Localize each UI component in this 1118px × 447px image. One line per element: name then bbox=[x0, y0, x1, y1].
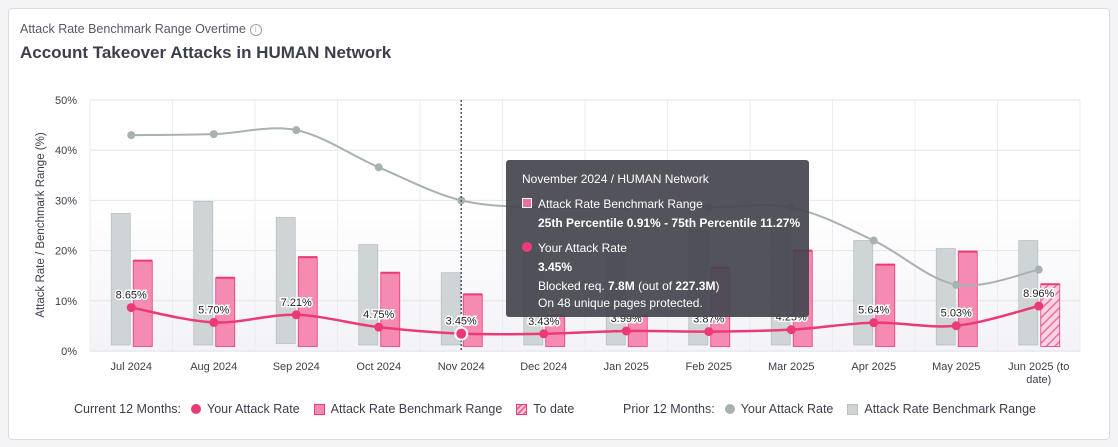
prior-attack-rate-point bbox=[127, 131, 136, 140]
current-range-bar bbox=[132, 260, 153, 347]
legend-prior-range[interactable]: Attack Rate Benchmark Range bbox=[864, 402, 1036, 416]
current-attack-rate-line bbox=[131, 304, 1040, 336]
info-icon[interactable]: i bbox=[249, 24, 262, 36]
x-tick-label: Aug 2024 bbox=[190, 361, 237, 373]
chart-tooltip: November 2024 / HUMAN Network Attack Rat… bbox=[506, 160, 809, 317]
tooltip-rate-value: 3.45% bbox=[538, 260, 573, 274]
prior-attack-rate-point bbox=[209, 130, 218, 139]
legend-prior: Prior 12 Months: Your Attack Rate Attack… bbox=[623, 402, 1036, 416]
prior-range-bar bbox=[193, 201, 214, 346]
prior-attack-rate-point bbox=[374, 163, 383, 172]
y-tick-label: 40% bbox=[55, 145, 77, 157]
x-tick-label: Apr 2025 bbox=[851, 361, 896, 373]
tooltip-blocked-value: 7.8M bbox=[608, 279, 635, 293]
current-attack-rate-data-label: 7.21% bbox=[281, 297, 312, 309]
current-attack-rate-data-label: 3.43% bbox=[528, 316, 559, 328]
x-tick-label: Jan 2025 bbox=[604, 361, 649, 373]
legend-current-range-swatch bbox=[313, 403, 325, 415]
current-attack-rate-data-label: 5.03% bbox=[941, 308, 972, 320]
x-tick-label: May 2025 bbox=[932, 361, 980, 373]
current-attack-rate-data-label: 3.45% bbox=[446, 316, 477, 328]
prior-range-bar bbox=[110, 213, 131, 346]
current-attack-rate-data-label: 5.64% bbox=[858, 305, 889, 317]
current-attack-rate-point bbox=[209, 317, 219, 327]
legend-current: Current 12 Months: Your Attack Rate Atta… bbox=[74, 402, 574, 416]
current-attack-rate-point bbox=[704, 327, 714, 337]
current-attack-rate-point bbox=[374, 322, 384, 332]
x-tick-label: Dec 2024 bbox=[520, 361, 567, 373]
current-range-bar bbox=[957, 251, 978, 347]
legend-current-range[interactable]: Attack Rate Benchmark Range bbox=[330, 402, 503, 416]
prior-attack-rate-point bbox=[292, 126, 301, 135]
prior-range-bar bbox=[275, 217, 296, 344]
x-tick-label: Feb 2025 bbox=[686, 361, 732, 373]
tooltip-blocked-prefix: Blocked req. bbox=[538, 279, 609, 293]
current-attack-rate-data-label: 4.75% bbox=[363, 309, 394, 321]
chart-subtitle-text: Attack Rate Benchmark Range Overtime bbox=[20, 22, 246, 36]
y-tick-label: 30% bbox=[55, 195, 77, 207]
x-tick-label: Mar 2025 bbox=[768, 361, 814, 373]
y-tick-label: 10% bbox=[55, 296, 77, 308]
current-attack-rate-point bbox=[1034, 301, 1044, 311]
chart-subtitle: Attack Rate Benchmark Range Overtime i bbox=[20, 22, 262, 36]
tooltip-blocked-mid: (out of bbox=[634, 279, 676, 293]
current-attack-rate-point bbox=[951, 321, 961, 331]
legend-prior-rate-dot bbox=[724, 404, 735, 414]
prior-attack-rate-point bbox=[869, 236, 878, 245]
chart-title: Account Takeover Attacks in HUMAN Networ… bbox=[20, 43, 392, 62]
tooltip-pages: On 48 unique pages protected. bbox=[538, 296, 703, 310]
legend-to-date-swatch bbox=[516, 403, 528, 415]
y-tick-label: 50% bbox=[55, 95, 77, 107]
current-attack-rate-data-label: 8.96% bbox=[1023, 288, 1054, 300]
legend-current-rate-dot bbox=[191, 404, 201, 414]
current-attack-rate-point bbox=[126, 303, 136, 313]
current-attack-rate-point bbox=[786, 325, 796, 335]
y-tick-label: 0% bbox=[61, 346, 77, 358]
legend-to-date[interactable]: To date bbox=[533, 402, 575, 416]
prior-attack-rate-point bbox=[952, 280, 961, 289]
prior-range-bar bbox=[440, 272, 461, 346]
prior-attack-rate-point bbox=[1034, 265, 1043, 274]
tooltip-blocked-suffix: ) bbox=[715, 279, 720, 293]
y-axis-label: Attack Rate / Benchmark Range (%) bbox=[35, 132, 47, 318]
current-attack-rate-point-hover bbox=[454, 326, 469, 341]
current-attack-rate-point bbox=[621, 326, 631, 336]
prior-range-bar bbox=[935, 248, 956, 346]
current-attack-rate-data-label: 5.70% bbox=[198, 304, 229, 316]
prior-range-bar bbox=[853, 240, 874, 346]
legend-prior-rate[interactable]: Your Attack Rate bbox=[740, 402, 834, 416]
tooltip-blocked: Blocked req. 7.8M (out of 227.3M) bbox=[538, 279, 719, 293]
tooltip-range-value: 25th Percentile 0.91% - 75th Percentile … bbox=[538, 216, 801, 230]
legend-current-label: Current 12 Months: bbox=[74, 402, 181, 416]
tooltip-heading: November 2024 / HUMAN Network bbox=[522, 172, 709, 186]
legend-prior-label: Prior 12 Months: bbox=[623, 402, 715, 416]
tooltip-rate-label: Your Attack Rate bbox=[538, 241, 627, 255]
current-attack-rate-point bbox=[291, 310, 301, 320]
x-tick-label: Oct 2024 bbox=[356, 361, 401, 373]
tooltip-blocked-total: 227.3M bbox=[675, 279, 716, 293]
x-tick-label: Nov 2024 bbox=[438, 361, 485, 373]
y-tick-label: 20% bbox=[55, 246, 77, 258]
legend-prior-range-swatch bbox=[847, 403, 859, 415]
prior-range-bar bbox=[358, 244, 379, 346]
tooltip-rate-dot bbox=[522, 242, 532, 252]
tooltip-range-label: Attack Rate Benchmark Range bbox=[538, 197, 703, 211]
x-tick-label: Sep 2024 bbox=[273, 361, 320, 373]
tooltip-range-swatch bbox=[522, 198, 532, 208]
current-attack-rate-point bbox=[539, 329, 549, 339]
x-tick-label: Jul 2024 bbox=[110, 361, 152, 373]
current-attack-rate-data-label: 8.65% bbox=[116, 290, 147, 302]
legend-current-rate[interactable]: Your Attack Rate bbox=[207, 402, 300, 416]
x-tick-label: Jun 2025 (to date) bbox=[1008, 361, 1069, 386]
prior-range-bar bbox=[1018, 240, 1039, 346]
current-attack-rate-point bbox=[869, 318, 879, 328]
